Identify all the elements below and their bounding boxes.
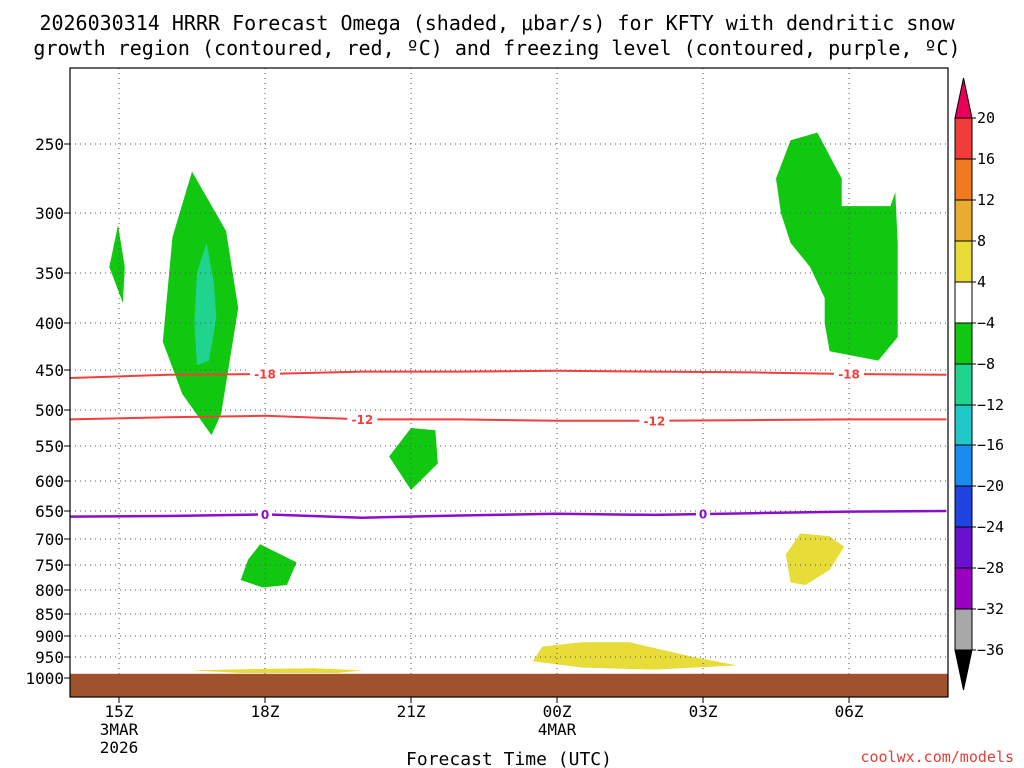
ground-surface	[70, 673, 948, 697]
colorbar-level-label: −24	[977, 518, 1004, 536]
colorbar-level-label: −12	[977, 396, 1004, 414]
plot-frame	[69, 67, 949, 698]
colorbar-swatch	[954, 363, 973, 406]
colorbar-level-label: 12	[977, 191, 995, 209]
y-tick-label: 850	[35, 605, 64, 624]
contour-line--18	[70, 369, 947, 379]
colorbar-level-label: −36	[977, 641, 1004, 659]
contour-label-0-0: 0	[261, 508, 269, 522]
chart-title-line-1: 2026030314 HRRR Forecast Omega (shaded, …	[39, 11, 955, 35]
colorbar-level-label: 20	[977, 109, 995, 127]
contour-label-bg	[347, 412, 378, 427]
x-tick-sublabel: 4MAR	[538, 720, 577, 739]
colorbar-level-label: −4	[977, 314, 995, 332]
credit-text: coolwx.com/models	[860, 748, 1014, 766]
x-tick-sublabel: 3MAR	[100, 720, 139, 739]
contour-label-bg	[258, 507, 273, 522]
y-tick-label: 950	[35, 648, 64, 667]
x-tick-sublabel: 2026	[100, 738, 139, 757]
colorbar-level-label: −32	[977, 600, 1004, 618]
omega-region-8	[192, 668, 363, 673]
colorbar-level-label: −28	[977, 559, 1004, 577]
x-tick-label: 03Z	[689, 702, 718, 721]
colorbar-swatch	[954, 526, 973, 569]
colorbar-swatch	[954, 567, 973, 610]
y-tick-label: 650	[35, 502, 64, 521]
contour-label--18-0: -18	[254, 368, 276, 382]
y-tick-label: 450	[35, 361, 64, 380]
colorbar-swatch	[954, 199, 973, 242]
x-tick-label: 18Z	[251, 702, 280, 721]
y-tick-label: 500	[35, 401, 64, 420]
colorbar-swatch	[954, 444, 973, 487]
contour-label--12-0: -12	[352, 413, 374, 427]
y-tick-label: 600	[35, 472, 64, 491]
plot-area: -18 -18 -12 -12 0 0	[69, 67, 949, 698]
contour-label--18-1: -18	[838, 368, 860, 382]
omega-region-2	[194, 243, 217, 366]
contour-line-0	[70, 509, 947, 519]
colorbar-swatch	[954, 240, 973, 283]
contour-line--12	[70, 414, 947, 422]
omega-region-7	[532, 642, 738, 670]
colorbar-level-label: −16	[977, 436, 1004, 454]
y-tick-label: 800	[35, 581, 64, 600]
y-tick-label: 250	[35, 135, 64, 154]
contour-label-bg	[639, 413, 670, 428]
colorbar-legend: 20 16 12 8 4 −4 −8 −12 −16 −20 −24 −28 −32 −36	[954, 77, 1004, 691]
colorbar-level-label: −8	[977, 355, 995, 373]
colorbar-swatch	[954, 485, 973, 528]
colorbar-swatch	[954, 281, 973, 324]
colorbar-swatch	[954, 158, 973, 201]
colorbar-swatch	[954, 608, 973, 651]
colorbar-bottom-triangle	[954, 649, 973, 691]
colorbar-swatch	[954, 404, 973, 446]
colorbar-swatch	[954, 117, 973, 160]
y-tick-label: 400	[35, 314, 64, 333]
colorbar-swatch	[954, 322, 973, 365]
contour-label-bg	[696, 507, 711, 522]
x-axis-label: Forecast Time (UTC)	[406, 749, 612, 768]
omega-region-6	[785, 533, 845, 585]
x-tick-label: 00Z	[543, 702, 572, 721]
colorbar-level-label: 8	[977, 232, 986, 250]
omega-region-0	[109, 225, 125, 303]
y-tick-label: 900	[35, 627, 64, 646]
x-tick-label: 15Z	[105, 702, 134, 721]
x-tick-label: 06Z	[835, 702, 864, 721]
omega-region-5	[776, 132, 898, 361]
y-tick-label: 750	[35, 556, 64, 575]
x-tick-label: 21Z	[397, 702, 426, 721]
omega-region-3	[389, 428, 438, 490]
y-tick-label: 1000	[25, 669, 64, 688]
contour-label-bg	[834, 367, 865, 381]
colorbar-level-label: 16	[977, 150, 995, 168]
colorbar-level-label: −20	[977, 477, 1004, 495]
colorbar-top-triangle	[954, 77, 973, 119]
y-tick-label: 300	[35, 204, 64, 223]
contour-label-0-1: 0	[699, 508, 707, 522]
y-tick-label: 350	[35, 264, 64, 283]
y-axis-ticks: 250 300 350 400 450 500 550 600 650 700 750 800 850 9…	[25, 135, 70, 688]
contour-label--12-1: -12	[644, 414, 666, 428]
y-tick-label: 700	[35, 530, 64, 549]
colorbar-level-label: 4	[977, 273, 986, 291]
y-tick-label: 550	[35, 437, 64, 456]
omega-region-4	[240, 544, 297, 588]
contour-label-bg	[250, 367, 281, 381]
chart-title-line-2: growth region (contoured, red, ºC) and f…	[33, 36, 960, 60]
